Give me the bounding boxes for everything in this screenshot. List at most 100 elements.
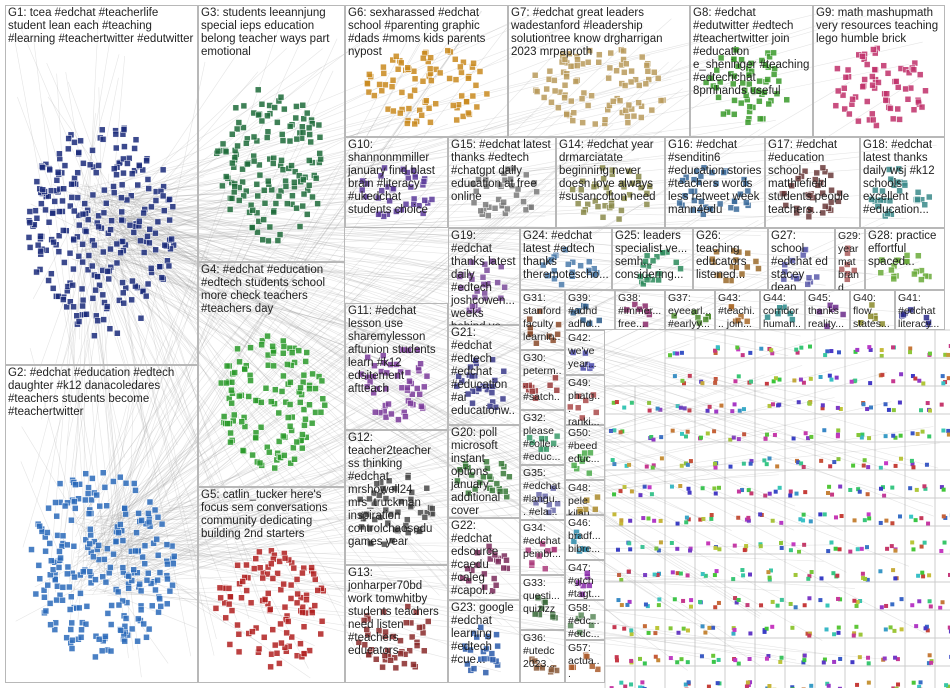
group-label: G18: #edchat latest thanks daily wsj #k1… — [863, 139, 935, 216]
node — [120, 126, 128, 133]
edge — [13, 33, 107, 544]
node — [942, 540, 947, 545]
edge — [77, 473, 427, 572]
node — [280, 350, 287, 357]
group-label: G28: practice effortful spaced... — [868, 230, 937, 268]
node — [79, 302, 86, 310]
edge — [110, 214, 665, 397]
node — [647, 485, 652, 490]
edge — [82, 38, 111, 206]
node — [688, 604, 693, 609]
node — [640, 280, 647, 288]
node — [920, 429, 925, 434]
node — [284, 414, 292, 421]
node — [836, 457, 841, 462]
node — [159, 166, 167, 174]
node — [763, 436, 768, 441]
edge — [99, 193, 279, 498]
node — [86, 161, 94, 169]
node — [846, 110, 853, 118]
node — [838, 597, 843, 602]
node — [940, 600, 945, 605]
edge — [113, 320, 877, 560]
node — [68, 180, 75, 188]
node — [595, 59, 603, 66]
node — [305, 124, 313, 132]
node — [284, 200, 291, 207]
node — [849, 379, 854, 384]
node — [372, 408, 379, 416]
node — [693, 168, 700, 175]
node — [744, 544, 749, 549]
node — [659, 435, 664, 440]
node — [577, 186, 585, 194]
node — [668, 656, 673, 661]
node — [700, 164, 708, 172]
node — [644, 68, 652, 75]
node — [836, 625, 841, 630]
node — [764, 626, 769, 631]
node — [288, 162, 295, 169]
node — [739, 79, 747, 87]
node — [745, 71, 753, 79]
node — [134, 181, 141, 189]
node — [822, 428, 827, 433]
node — [282, 183, 290, 190]
cell — [844, 553, 876, 583]
node — [780, 190, 788, 197]
node — [713, 350, 718, 355]
node — [614, 658, 619, 663]
node — [833, 515, 838, 520]
node — [914, 196, 921, 203]
node — [222, 148, 230, 156]
cell — [934, 609, 950, 639]
node — [863, 61, 871, 68]
edge — [82, 43, 459, 572]
node — [743, 199, 750, 206]
node — [819, 209, 827, 217]
node — [568, 97, 575, 105]
node — [844, 249, 851, 257]
node — [744, 249, 751, 257]
node — [675, 521, 680, 526]
node — [882, 96, 890, 104]
node — [619, 518, 624, 523]
node — [857, 655, 862, 660]
node — [939, 402, 944, 407]
node — [826, 683, 831, 688]
edge — [87, 77, 119, 238]
edge — [83, 59, 682, 589]
node — [60, 227, 67, 234]
edge — [99, 258, 197, 563]
edge — [108, 190, 873, 275]
edge — [74, 401, 892, 583]
cell — [934, 665, 950, 688]
node — [748, 350, 753, 355]
node — [742, 180, 750, 187]
edge — [75, 54, 120, 211]
cell — [754, 609, 786, 639]
node — [82, 228, 90, 235]
node — [825, 603, 830, 608]
group-label: G19: #edchat thanks latest daily #edtech… — [451, 230, 516, 325]
cell — [904, 525, 936, 555]
node — [818, 512, 823, 517]
node — [140, 249, 148, 256]
node — [419, 210, 427, 217]
node — [95, 223, 102, 231]
node — [685, 462, 690, 467]
node — [829, 540, 834, 545]
node — [411, 75, 419, 83]
node — [697, 172, 705, 180]
node — [446, 75, 453, 82]
node — [890, 275, 898, 283]
node — [669, 484, 674, 489]
node — [910, 603, 915, 608]
node — [779, 655, 784, 660]
node — [788, 601, 793, 606]
node — [888, 266, 895, 274]
node — [875, 79, 882, 86]
edge — [114, 243, 217, 640]
node — [834, 375, 839, 380]
node — [824, 627, 829, 632]
